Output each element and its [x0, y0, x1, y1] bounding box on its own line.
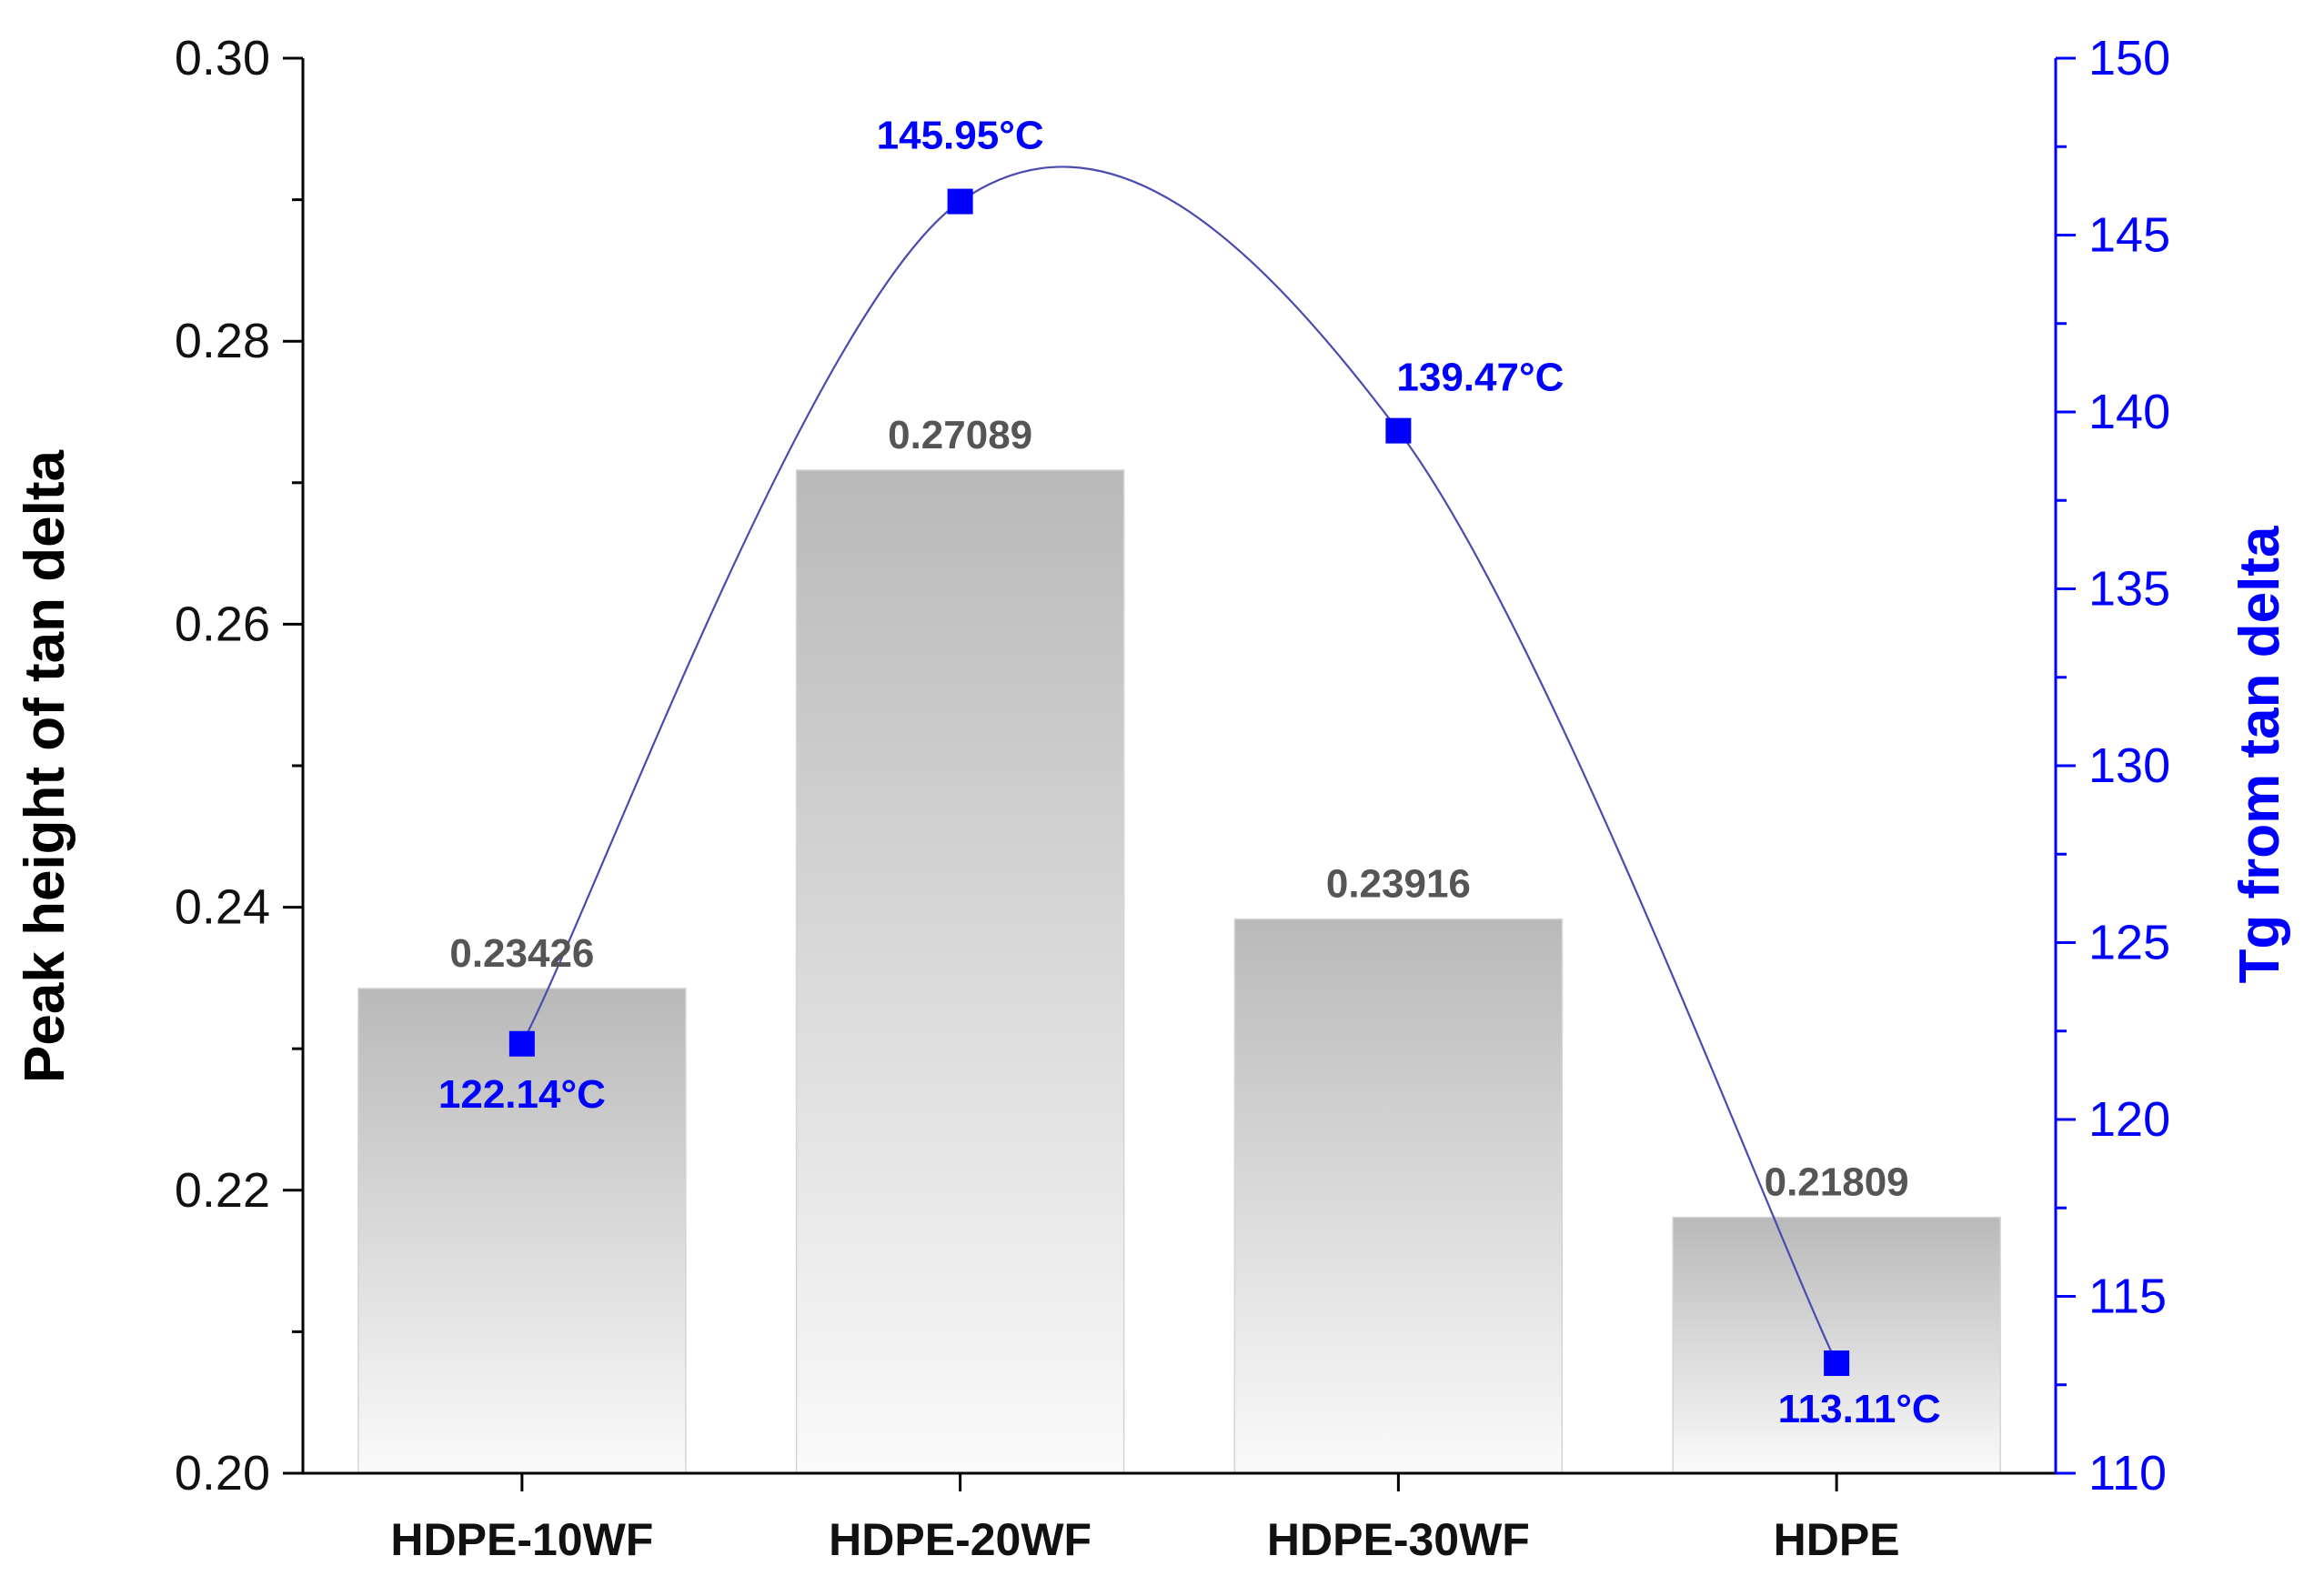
y-axis-label-right: Tg from tan delta — [2228, 526, 2291, 983]
right-tick-label: 140 — [2088, 385, 2170, 439]
tg-value-label: 122.14°C — [438, 1072, 606, 1117]
bar-value-label: 0.23426 — [449, 931, 594, 976]
y-axis-label-left: Peak height of tan delta — [14, 450, 76, 1083]
axes-layer: 0.20 0.22 0.24 0.26 0.28 0.30 110 115 120 125 130 1… — [175, 31, 2170, 1565]
bar-value-label: 0.21809 — [1765, 1160, 1909, 1205]
right-tick-label: 115 — [2088, 1270, 2167, 1324]
data-labels-layer: 0.23426 0.27089 0.23916 0.21809 122.14°C 145.… — [438, 114, 1941, 1431]
bar-value-label: 0.27089 — [888, 413, 1032, 457]
left-tick-label: 0.28 — [175, 314, 270, 368]
bar-hdpe-30wf — [1233, 918, 1564, 1474]
tg-marker — [947, 188, 973, 215]
bar-hdpe — [1672, 1216, 2001, 1474]
left-tick-label: 0.24 — [175, 880, 270, 935]
tg-marker — [508, 1030, 535, 1057]
right-tick-label: 135 — [2088, 562, 2170, 617]
tg-curve-line — [520, 166, 1838, 1364]
left-tick-label: 0.22 — [175, 1163, 270, 1218]
x-tick-label: HDPE-20WF — [829, 1514, 1092, 1565]
bar-hdpe-10wf — [357, 988, 687, 1474]
tg-curve-layer — [508, 166, 1850, 1377]
bar-value-label: 0.23916 — [1326, 862, 1471, 907]
left-tick-label: 0.26 — [175, 597, 270, 651]
right-tick-label: 120 — [2088, 1092, 2170, 1147]
left-tick-label: 0.20 — [175, 1446, 270, 1501]
tg-marker — [1824, 1350, 1850, 1377]
x-tick-label: HDPE-10WF — [390, 1514, 653, 1565]
tg-value-label: 145.95°C — [877, 114, 1044, 158]
tg-marker — [1385, 417, 1412, 444]
x-tick-label: HDPE — [1774, 1514, 1900, 1565]
bar-hdpe-20wf — [795, 469, 1125, 1474]
right-tick-label: 150 — [2088, 31, 2170, 85]
right-tick-label: 130 — [2088, 738, 2170, 793]
right-tick-label: 125 — [2088, 916, 2170, 970]
x-tick-label: HDPE-30WF — [1267, 1514, 1530, 1565]
tg-value-label: 113.11°C — [1778, 1387, 1941, 1431]
left-tick-label: 0.30 — [175, 31, 270, 85]
right-tick-label: 110 — [2088, 1446, 2167, 1501]
tg-value-label: 139.47°C — [1396, 356, 1564, 400]
bars-layer — [357, 469, 2001, 1474]
right-tick-label: 145 — [2088, 208, 2170, 263]
